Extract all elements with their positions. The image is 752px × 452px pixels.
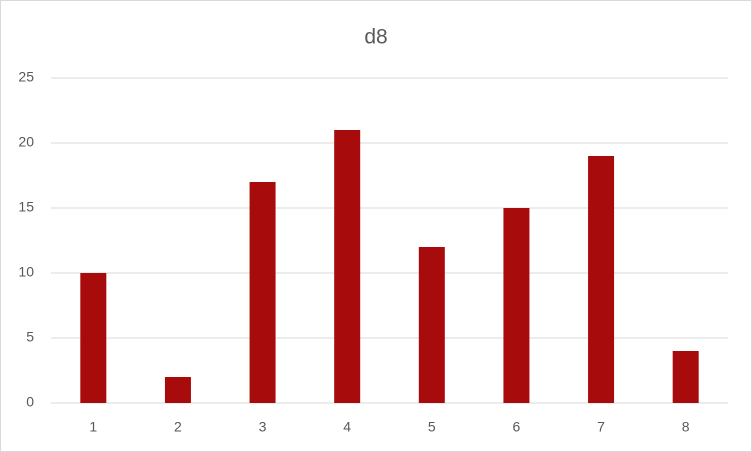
y-tick-label: 25 xyxy=(18,69,34,85)
x-tick-label: 3 xyxy=(259,419,267,435)
y-tick-label: 10 xyxy=(18,264,34,280)
x-tick-label: 8 xyxy=(682,419,690,435)
y-tick-label: 5 xyxy=(26,329,34,345)
x-tick-label: 2 xyxy=(174,419,182,435)
bar xyxy=(334,130,361,403)
bar xyxy=(503,208,530,403)
y-tick-label: 15 xyxy=(18,199,34,215)
x-tick-label: 1 xyxy=(89,419,97,435)
bar xyxy=(164,377,191,403)
y-tick-label: 20 xyxy=(18,134,34,150)
bar xyxy=(418,247,445,403)
chart-title: d8 xyxy=(364,26,387,49)
x-tick-label: 6 xyxy=(513,419,521,435)
bar xyxy=(672,351,699,403)
bar xyxy=(588,156,615,403)
x-tick-label: 7 xyxy=(597,419,605,435)
bar xyxy=(249,182,276,403)
x-tick-label: 5 xyxy=(428,419,436,435)
bar xyxy=(80,273,107,403)
x-tick-label: 4 xyxy=(343,419,351,435)
y-tick-label: 0 xyxy=(26,394,34,410)
